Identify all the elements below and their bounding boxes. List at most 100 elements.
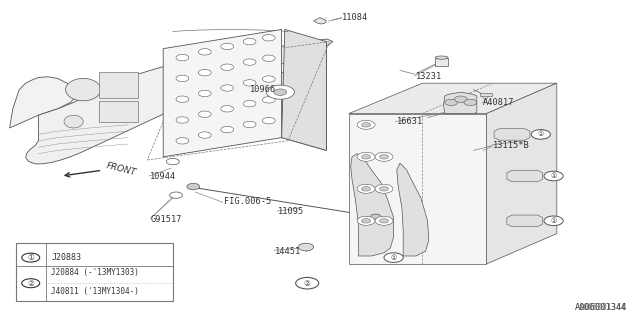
Bar: [99, 101, 138, 122]
Circle shape: [362, 187, 371, 191]
Polygon shape: [435, 58, 448, 66]
Text: G91517: G91517: [150, 215, 182, 224]
Circle shape: [464, 99, 477, 106]
Circle shape: [274, 89, 287, 95]
Circle shape: [176, 117, 189, 123]
Circle shape: [176, 96, 189, 102]
Circle shape: [187, 183, 200, 190]
Ellipse shape: [435, 56, 448, 59]
Circle shape: [221, 85, 234, 91]
Circle shape: [262, 55, 275, 61]
Circle shape: [375, 152, 393, 161]
Circle shape: [198, 111, 211, 117]
Polygon shape: [163, 42, 326, 157]
Text: 13115*B: 13115*B: [493, 141, 529, 150]
Polygon shape: [349, 114, 486, 264]
Circle shape: [262, 35, 275, 41]
Circle shape: [262, 97, 275, 103]
Polygon shape: [351, 154, 394, 256]
Circle shape: [221, 126, 234, 133]
Ellipse shape: [65, 78, 101, 101]
Circle shape: [362, 219, 371, 223]
Circle shape: [380, 219, 388, 223]
Circle shape: [362, 123, 371, 127]
Circle shape: [266, 85, 294, 99]
Circle shape: [262, 76, 275, 82]
Circle shape: [445, 99, 458, 106]
Bar: [480, 93, 492, 96]
Circle shape: [544, 171, 563, 181]
Polygon shape: [494, 129, 530, 140]
Circle shape: [296, 277, 319, 289]
Text: ①: ①: [550, 218, 557, 224]
Polygon shape: [26, 39, 333, 164]
Text: 10966: 10966: [250, 85, 276, 94]
Circle shape: [198, 132, 211, 138]
Circle shape: [380, 155, 388, 159]
Circle shape: [176, 75, 189, 82]
Polygon shape: [349, 83, 557, 114]
Circle shape: [380, 187, 388, 191]
Text: 10944: 10944: [150, 172, 177, 180]
Bar: [99, 72, 138, 98]
Text: 11095: 11095: [278, 207, 305, 216]
Polygon shape: [282, 29, 326, 150]
Polygon shape: [397, 163, 429, 256]
Circle shape: [384, 253, 403, 262]
Circle shape: [362, 155, 371, 159]
Text: J20883: J20883: [51, 253, 81, 262]
Circle shape: [170, 192, 182, 198]
Circle shape: [243, 38, 256, 45]
Text: J40811 ('13MY1304-): J40811 ('13MY1304-): [51, 287, 139, 296]
Circle shape: [357, 152, 375, 161]
Circle shape: [22, 253, 40, 262]
Circle shape: [221, 106, 234, 112]
Circle shape: [544, 216, 563, 226]
Circle shape: [176, 138, 189, 144]
Circle shape: [243, 121, 256, 128]
Polygon shape: [486, 83, 557, 264]
Polygon shape: [507, 170, 543, 182]
Text: ②: ②: [304, 279, 310, 288]
Text: A006001344: A006001344: [580, 303, 626, 312]
Circle shape: [22, 279, 40, 288]
Circle shape: [166, 158, 179, 165]
Circle shape: [375, 184, 393, 193]
Circle shape: [243, 59, 256, 65]
Circle shape: [243, 100, 256, 107]
Circle shape: [198, 90, 211, 97]
Polygon shape: [163, 29, 282, 157]
Circle shape: [198, 49, 211, 55]
Text: 16631: 16631: [397, 117, 423, 126]
Text: 14451: 14451: [275, 247, 301, 256]
Circle shape: [454, 96, 467, 102]
Circle shape: [298, 243, 314, 251]
Polygon shape: [507, 215, 543, 227]
Circle shape: [221, 43, 234, 50]
Text: FIG.006-5: FIG.006-5: [224, 197, 271, 206]
Polygon shape: [444, 92, 477, 114]
Circle shape: [531, 130, 550, 139]
Text: 11084: 11084: [342, 13, 369, 22]
Text: A40817: A40817: [483, 98, 515, 107]
Text: ①: ①: [28, 253, 34, 262]
Text: ②: ②: [28, 279, 34, 288]
Circle shape: [357, 120, 375, 129]
Circle shape: [221, 64, 234, 70]
Text: A006001344: A006001344: [575, 303, 627, 312]
Circle shape: [375, 216, 393, 225]
Text: FRONT: FRONT: [106, 161, 138, 177]
Circle shape: [198, 69, 211, 76]
Text: 13231: 13231: [416, 72, 442, 81]
Text: ①: ①: [390, 255, 397, 260]
Circle shape: [176, 54, 189, 61]
Circle shape: [262, 117, 275, 124]
Polygon shape: [314, 18, 326, 24]
Circle shape: [357, 184, 375, 193]
Text: ①: ①: [550, 173, 557, 179]
Text: J20884 (-'13MY1303): J20884 (-'13MY1303): [51, 268, 139, 276]
Bar: [16, 243, 173, 301]
Circle shape: [371, 214, 381, 219]
Ellipse shape: [64, 115, 83, 128]
Polygon shape: [10, 77, 77, 128]
